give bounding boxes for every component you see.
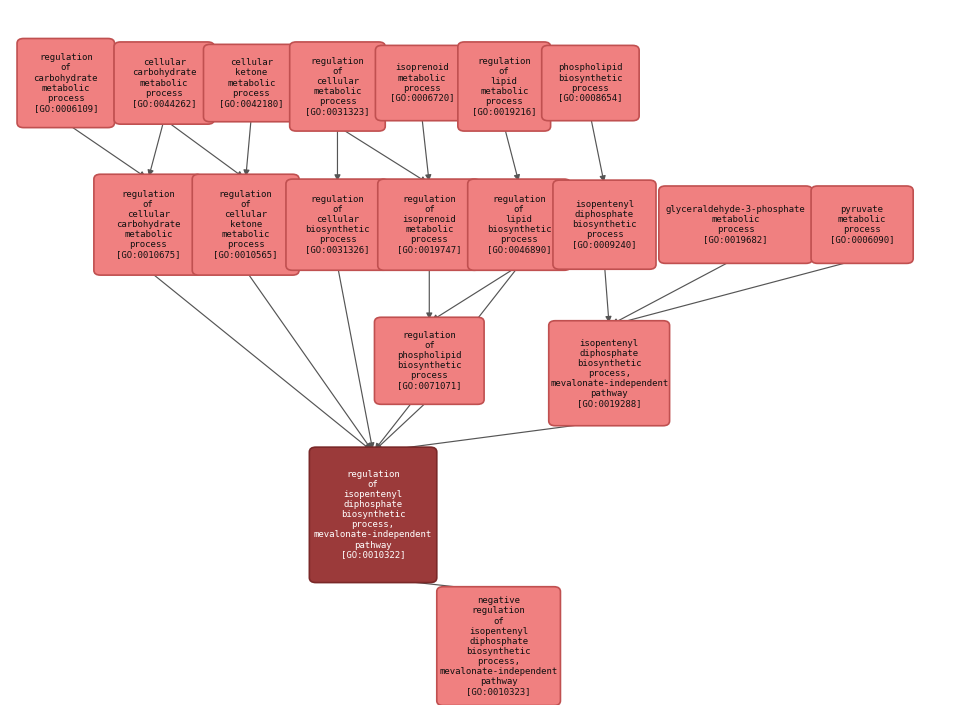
- Text: isopentenyl
diphosphate
biosynthetic
process,
mevalonate-independent
pathway
[GO: isopentenyl diphosphate biosynthetic pro…: [550, 338, 668, 408]
- Text: glyceraldehyde-3-phosphate
metabolic
process
[GO:0019682]: glyceraldehyde-3-phosphate metabolic pro…: [665, 205, 806, 244]
- FancyBboxPatch shape: [192, 174, 299, 275]
- FancyBboxPatch shape: [378, 179, 481, 270]
- FancyBboxPatch shape: [204, 44, 299, 122]
- Text: regulation
of
lipid
biosynthetic
process
[GO:0046890]: regulation of lipid biosynthetic process…: [487, 195, 552, 255]
- Text: regulation
of
cellular
metabolic
process
[GO:0031323]: regulation of cellular metabolic process…: [305, 57, 370, 116]
- FancyBboxPatch shape: [286, 179, 389, 270]
- FancyBboxPatch shape: [811, 186, 913, 264]
- Text: regulation
of
cellular
biosynthetic
process
[GO:0031326]: regulation of cellular biosynthetic proc…: [305, 195, 370, 255]
- Text: phospholipid
biosynthetic
process
[GO:0008654]: phospholipid biosynthetic process [GO:00…: [558, 63, 622, 103]
- FancyBboxPatch shape: [458, 42, 551, 131]
- Text: regulation
of
isoprenoid
metabolic
process
[GO:0019747]: regulation of isoprenoid metabolic proce…: [397, 195, 462, 255]
- FancyBboxPatch shape: [659, 186, 813, 264]
- FancyBboxPatch shape: [467, 179, 571, 270]
- FancyBboxPatch shape: [310, 447, 437, 582]
- Text: regulation
of
phospholipid
biosynthetic
process
[GO:0071071]: regulation of phospholipid biosynthetic …: [397, 331, 462, 391]
- Text: regulation
of
cellular
ketone
metabolic
process
[GO:0010565]: regulation of cellular ketone metabolic …: [213, 190, 278, 259]
- Text: isopentenyl
diphosphate
biosynthetic
process
[GO:0009240]: isopentenyl diphosphate biosynthetic pro…: [573, 200, 637, 250]
- FancyBboxPatch shape: [114, 42, 214, 124]
- Text: regulation
of
isopentenyl
diphosphate
biosynthetic
process,
mevalonate-independe: regulation of isopentenyl diphosphate bi…: [314, 470, 432, 560]
- FancyBboxPatch shape: [542, 45, 640, 121]
- Text: isoprenoid
metabolic
process
[GO:0006720]: isoprenoid metabolic process [GO:0006720…: [389, 63, 454, 103]
- Text: negative
regulation
of
isopentenyl
diphosphate
biosynthetic
process,
mevalonate-: negative regulation of isopentenyl dipho…: [440, 596, 557, 696]
- Text: cellular
carbohydrate
metabolic
process
[GO:0044262]: cellular carbohydrate metabolic process …: [132, 59, 196, 108]
- Text: cellular
ketone
metabolic
process
[GO:0042180]: cellular ketone metabolic process [GO:00…: [219, 59, 284, 108]
- Text: regulation
of
lipid
metabolic
process
[GO:0019216]: regulation of lipid metabolic process [G…: [472, 57, 536, 116]
- FancyBboxPatch shape: [375, 317, 484, 404]
- FancyBboxPatch shape: [17, 39, 115, 128]
- FancyBboxPatch shape: [376, 45, 468, 121]
- Text: pyruvate
metabolic
process
[GO:0006090]: pyruvate metabolic process [GO:0006090]: [830, 205, 895, 244]
- Text: regulation
of
cellular
carbohydrate
metabolic
process
[GO:0010675]: regulation of cellular carbohydrate meta…: [116, 190, 181, 259]
- FancyBboxPatch shape: [437, 587, 560, 705]
- FancyBboxPatch shape: [290, 42, 385, 131]
- FancyBboxPatch shape: [553, 180, 656, 269]
- Text: regulation
of
carbohydrate
metabolic
process
[GO:0006109]: regulation of carbohydrate metabolic pro…: [33, 54, 98, 113]
- FancyBboxPatch shape: [94, 174, 203, 275]
- FancyBboxPatch shape: [549, 321, 669, 426]
